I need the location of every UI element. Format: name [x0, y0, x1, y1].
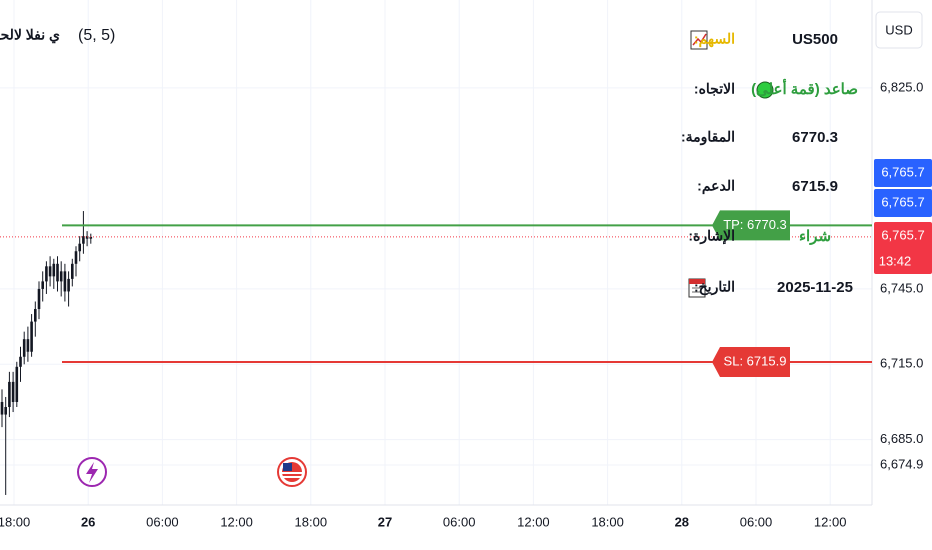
- calendar-icon: [688, 278, 706, 298]
- candle-body: [22, 339, 26, 357]
- level-label: TP: 6770.3: [723, 217, 787, 232]
- table-label: الإشارة:: [688, 228, 735, 246]
- candle-body: [59, 271, 63, 282]
- x-tick-label: 12:00: [220, 514, 253, 529]
- table-value: 6715.9: [792, 178, 838, 195]
- candle-body: [15, 366, 19, 402]
- table-label: الاتجاه:: [694, 81, 735, 97]
- x-tick-label: 28: [675, 514, 689, 529]
- x-tick-label: 18:00: [0, 514, 30, 529]
- x-tick-label: 12:00: [517, 514, 550, 529]
- candle-body: [11, 381, 15, 402]
- candle-body: [26, 339, 30, 352]
- candle-body: [41, 281, 44, 289]
- event-icon[interactable]: [277, 457, 307, 487]
- level-tag: [712, 347, 790, 378]
- y-tick-label: 6,685.0: [880, 431, 923, 446]
- x-tick-label: 26: [81, 514, 95, 529]
- candle-body: [78, 243, 81, 252]
- candle-body: [63, 271, 67, 292]
- candle-body: [48, 266, 52, 277]
- candle-body: [0, 401, 4, 415]
- price-tag: [874, 189, 932, 217]
- price-tag-label: 6,765.7: [881, 227, 924, 242]
- candle-body: [82, 236, 85, 244]
- currency[interactable]: USD: [885, 22, 912, 37]
- table-value: US500: [792, 31, 838, 48]
- y-tick-label: 6,674.9: [880, 456, 923, 471]
- x-tick-label: 27: [378, 514, 392, 529]
- candle-body: [52, 263, 56, 277]
- trend-dot: [756, 81, 774, 99]
- table-value: 2025-11-25: [777, 279, 853, 296]
- level-label: SL: 6715.9: [724, 353, 787, 368]
- x-tick-label: 06:00: [443, 514, 476, 529]
- currency-button[interactable]: [875, 11, 923, 49]
- candle-body: [8, 381, 11, 408]
- table-label: التاريخ:: [694, 279, 735, 296]
- x-tick-label: 18:00: [591, 514, 624, 529]
- candle-body: [34, 309, 37, 322]
- table-value: صاعد (قمة أعلى): [751, 78, 858, 98]
- price-tag-label: 6,765.7: [881, 164, 924, 179]
- y-tick-label: 6,825.0: [880, 79, 923, 94]
- table-label: السهم:: [694, 31, 735, 48]
- table-value: شراء: [799, 228, 831, 245]
- x-tick-label: 06:00: [146, 514, 179, 529]
- x-tick-label: 06:00: [740, 514, 773, 529]
- candle-body: [74, 251, 78, 264]
- indicator-params: (5, 5): [78, 27, 115, 44]
- candle-body: [19, 356, 22, 367]
- table-label: الدعم:: [697, 178, 735, 195]
- candle-body: [45, 266, 48, 282]
- candle-body: [85, 236, 89, 239]
- price-tag: [874, 159, 932, 187]
- price-tag: [874, 222, 932, 274]
- x-tick-label: 12:00: [814, 514, 847, 529]
- candle-body: [4, 407, 7, 415]
- candle-body: [30, 321, 33, 352]
- candle-body: [67, 278, 70, 292]
- y-tick-label: 6,715.0: [880, 356, 923, 371]
- price-tag-countdown: 13:42: [879, 253, 912, 268]
- chart-icon: [690, 30, 708, 50]
- candle-body: [71, 263, 74, 279]
- candle-body: [37, 288, 41, 310]
- grid: [0, 0, 872, 505]
- candle-body: [89, 236, 93, 239]
- table-label: المقاومة:: [681, 129, 735, 146]
- price-tag-label: 6,765.7: [881, 194, 924, 209]
- table-value: 6770.3: [792, 129, 838, 146]
- indicator-name: ي نفلا لالحملا: [0, 27, 60, 44]
- candle-body: [56, 263, 59, 282]
- event-icon[interactable]: [77, 457, 107, 487]
- y-tick-label: 6,745.0: [880, 280, 923, 295]
- x-tick-label: 18:00: [295, 514, 328, 529]
- level-tag: [712, 210, 790, 241]
